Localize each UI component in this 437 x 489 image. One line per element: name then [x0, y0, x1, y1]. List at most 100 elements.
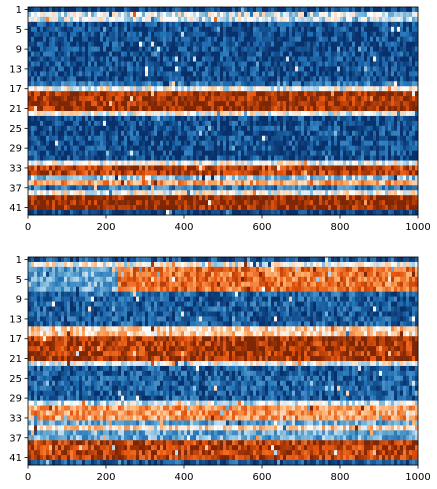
- heatmap-cell: [346, 155, 350, 161]
- heatmap-cell: [301, 86, 305, 92]
- heatmap-cell: [172, 7, 176, 13]
- heatmap-cell: [208, 86, 212, 92]
- heatmap-cell: [190, 165, 194, 171]
- heatmap-cell: [139, 170, 143, 176]
- heatmap-cell: [115, 101, 119, 107]
- heatmap-cell: [232, 21, 236, 28]
- heatmap-cell: [61, 106, 65, 112]
- heatmap-cell: [148, 125, 152, 132]
- heatmap-cell: [55, 66, 59, 72]
- heatmap-cell: [205, 101, 209, 107]
- heatmap-cell: [391, 86, 395, 92]
- heatmap-cell: [31, 155, 35, 161]
- heatmap-cell: [130, 56, 134, 62]
- heatmap-cell: [103, 56, 107, 62]
- heatmap-cell: [322, 81, 326, 87]
- heatmap-cell: [172, 21, 176, 28]
- heatmap-cell: [121, 115, 125, 122]
- heatmap-cell: [97, 61, 101, 67]
- heatmap-cell: [331, 71, 335, 77]
- heatmap-cell: [340, 175, 344, 181]
- heatmap-cell: [109, 11, 113, 18]
- heatmap-cell: [373, 76, 377, 82]
- heatmap-cell: [79, 66, 83, 72]
- heatmap-cell: [382, 66, 386, 72]
- heatmap-cell: [229, 61, 233, 67]
- heatmap-cell: [94, 71, 98, 77]
- heatmap-cell: [112, 81, 116, 87]
- heatmap-cell: [73, 101, 77, 107]
- heatmap-cell: [367, 180, 371, 186]
- heatmap-cell: [118, 66, 122, 72]
- heatmap-cell: [388, 120, 392, 127]
- heatmap-cell: [232, 135, 236, 142]
- heatmap-cell: [40, 155, 44, 161]
- heatmap-cell: [148, 185, 152, 191]
- heatmap-cell: [286, 56, 290, 62]
- heatmap-cell: [301, 36, 305, 43]
- heatmap-cell: [415, 140, 419, 147]
- heatmap-cell: [208, 56, 212, 62]
- heatmap-cell: [40, 76, 44, 82]
- heatmap-cell: [367, 41, 371, 47]
- heatmap-cell: [322, 190, 326, 196]
- heatmap-cell: [379, 21, 383, 28]
- heatmap-cell: [166, 101, 170, 107]
- heatmap-cell: [196, 120, 200, 127]
- heatmap-cell: [37, 91, 41, 97]
- heatmap-cell: [238, 135, 242, 142]
- heatmap-cell: [388, 81, 392, 87]
- heatmap-cell: [133, 81, 137, 87]
- heatmap-cell: [214, 150, 218, 156]
- heatmap-cell: [376, 170, 380, 176]
- heatmap-cell: [106, 170, 110, 176]
- heatmap-cell: [124, 26, 128, 33]
- heatmap-cell: [367, 125, 371, 132]
- heatmap-cell: [355, 51, 359, 57]
- heatmap-cell: [148, 155, 152, 161]
- heatmap-cell: [205, 46, 209, 52]
- heatmap-cell: [46, 31, 50, 38]
- heatmap-cell: [178, 160, 182, 166]
- heatmap-cell: [169, 71, 173, 77]
- heatmap-cell: [403, 61, 407, 67]
- heatmap-cell: [310, 56, 314, 62]
- heatmap-cell: [391, 111, 395, 117]
- heatmap-cell: [259, 66, 263, 72]
- heatmap-cell: [355, 160, 359, 166]
- heatmap-cell: [334, 36, 338, 43]
- heatmap-cell: [205, 66, 209, 72]
- heatmap-cell: [106, 165, 110, 171]
- heatmap-cell: [403, 175, 407, 181]
- heatmap-cell: [376, 36, 380, 43]
- heatmap-cell: [238, 155, 242, 161]
- heatmap-cell: [127, 41, 131, 47]
- heatmap-cell: [262, 170, 266, 176]
- heatmap-cell: [190, 26, 194, 33]
- heatmap-cell: [298, 175, 302, 181]
- heatmap-cell: [271, 160, 275, 166]
- heatmap-cell: [160, 150, 164, 156]
- heatmap-cell: [127, 145, 131, 151]
- heatmap-cell: [187, 185, 191, 191]
- heatmap-cell: [256, 170, 260, 176]
- heatmap-cell: [193, 36, 197, 43]
- heatmap-cell: [58, 155, 62, 161]
- heatmap-cell: [229, 16, 233, 23]
- heatmap-cell: [199, 7, 203, 13]
- heatmap-cell: [163, 111, 167, 117]
- heatmap-cell: [208, 160, 212, 166]
- heatmap-cell: [292, 101, 296, 107]
- heatmap-cell: [43, 145, 47, 151]
- heatmap-cell: [58, 46, 62, 52]
- heatmap-cell: [136, 120, 140, 127]
- heatmap-cell: [409, 21, 413, 28]
- heatmap-cell: [136, 81, 140, 87]
- heatmap-cell: [385, 101, 389, 107]
- heatmap-cell: [139, 61, 143, 67]
- heatmap-cell: [82, 11, 86, 18]
- heatmap-cell: [289, 155, 293, 161]
- heatmap-cell: [79, 150, 83, 156]
- heatmap-cell: [91, 135, 95, 142]
- heatmap-cell: [109, 195, 113, 201]
